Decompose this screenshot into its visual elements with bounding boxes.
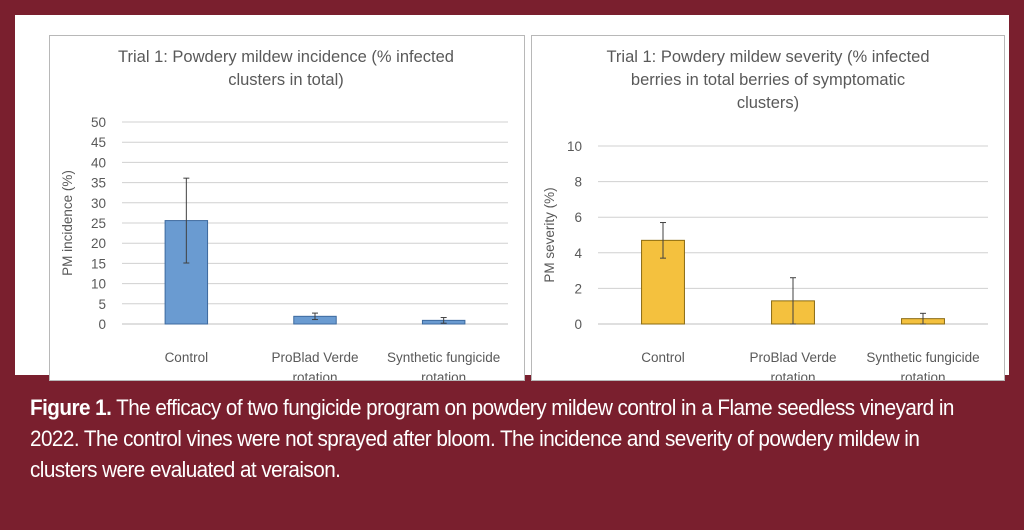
category-label: rotation bbox=[770, 370, 815, 380]
category-label: Synthetic fungicide bbox=[387, 350, 500, 365]
category-label: rotation bbox=[292, 370, 337, 380]
y-tick-label: 35 bbox=[91, 176, 106, 191]
y-tick-label: 40 bbox=[91, 155, 106, 170]
figure-caption: Figure 1. The efficacy of two fungicide … bbox=[30, 392, 987, 485]
y-tick-label: 45 bbox=[91, 135, 106, 150]
y-tick-label: 8 bbox=[574, 175, 582, 190]
incidence-chart-svg: Trial 1: Powdery mildew incidence (% inf… bbox=[60, 48, 508, 380]
category-label: Control bbox=[165, 350, 209, 365]
y-tick-label: 2 bbox=[574, 281, 582, 296]
incidence-chart: Trial 1: Powdery mildew incidence (% inf… bbox=[49, 35, 525, 381]
chart-title-line: clusters in total) bbox=[228, 71, 344, 89]
y-tick-label: 4 bbox=[574, 246, 582, 261]
category-label: rotation bbox=[421, 370, 466, 380]
y-tick-label: 10 bbox=[567, 139, 582, 154]
caption-text: The efficacy of two fungicide program on… bbox=[30, 395, 954, 482]
category-label: Control bbox=[641, 350, 685, 365]
category-label: ProBlad Verde bbox=[271, 350, 358, 365]
category-label: rotation bbox=[900, 370, 945, 380]
y-axis-label: PM incidence (%) bbox=[60, 170, 75, 276]
y-tick-label: 0 bbox=[574, 317, 582, 332]
caption-label: Figure 1. bbox=[30, 395, 112, 420]
y-tick-label: 15 bbox=[91, 256, 106, 271]
y-tick-label: 6 bbox=[574, 210, 582, 225]
y-tick-label: 10 bbox=[91, 277, 106, 292]
severity-chart: Trial 1: Powdery mildew severity (% infe… bbox=[531, 35, 1005, 381]
chart-title-line: Trial 1: Powdery mildew severity (% infe… bbox=[606, 48, 929, 66]
chart-title-line: clusters) bbox=[737, 94, 799, 112]
category-label: ProBlad Verde bbox=[749, 350, 836, 365]
chart-title-line: berries in total berries of symptomatic bbox=[631, 71, 905, 89]
y-tick-label: 30 bbox=[91, 196, 106, 211]
chart-title-line: Trial 1: Powdery mildew incidence (% inf… bbox=[118, 48, 454, 66]
y-tick-label: 50 bbox=[91, 115, 106, 130]
y-tick-label: 20 bbox=[91, 236, 106, 251]
y-tick-label: 25 bbox=[91, 216, 106, 231]
charts-panel: Trial 1: Powdery mildew incidence (% inf… bbox=[15, 15, 1009, 381]
y-tick-label: 0 bbox=[98, 317, 106, 332]
y-axis-label: PM severity (%) bbox=[542, 187, 557, 282]
category-label: Synthetic fungicide bbox=[866, 350, 979, 365]
severity-chart-svg: Trial 1: Powdery mildew severity (% infe… bbox=[542, 48, 988, 380]
y-tick-label: 5 bbox=[98, 297, 106, 312]
